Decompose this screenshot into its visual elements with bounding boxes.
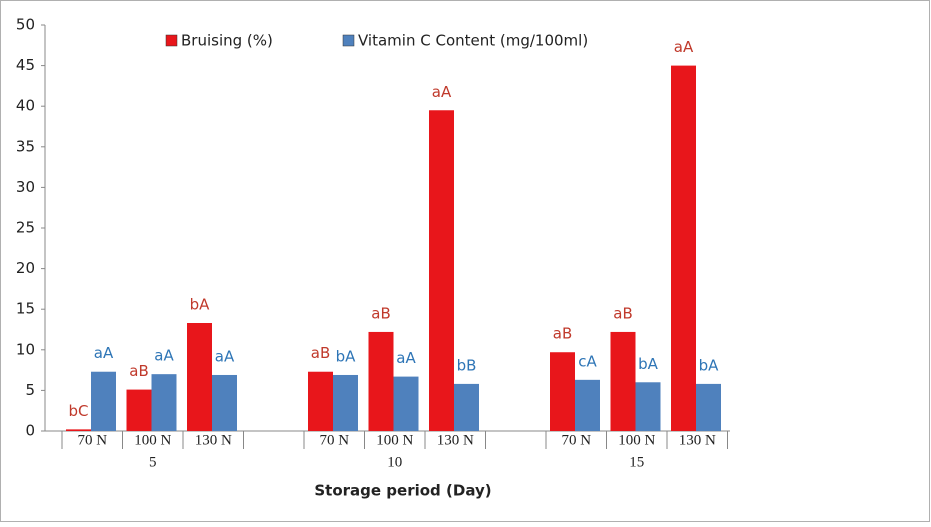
y-tick-label: 45: [16, 56, 35, 74]
x-tick-label: 70 N: [319, 432, 349, 448]
bar: [635, 382, 661, 431]
legend-label: Bruising (%): [181, 32, 273, 50]
bar: [429, 110, 454, 431]
bar: [308, 371, 333, 431]
bar-annotation: aB: [553, 325, 572, 343]
bar-annotation: aB: [371, 304, 390, 322]
y-tick-label: 35: [16, 137, 35, 155]
bar-annotation: cA: [578, 352, 597, 370]
y-tick-label: 15: [16, 300, 35, 318]
bar-annotation: aA: [396, 349, 416, 367]
bar: [454, 383, 479, 431]
bar: [575, 379, 600, 431]
legend-label: Vitamin C Content (mg/100ml): [358, 32, 588, 50]
y-tick-label: 0: [25, 422, 35, 440]
bar-annotation: aB: [613, 304, 632, 322]
bar-annotation: aA: [154, 347, 174, 365]
x-tick-label: 130 N: [679, 432, 716, 448]
bar: [212, 374, 237, 431]
bar: [368, 331, 394, 431]
bar: [671, 65, 696, 431]
bar-annotation: bA: [336, 347, 357, 365]
y-tick-label: 10: [16, 340, 35, 358]
x-tick-label: 70 N: [561, 432, 591, 448]
bar: [151, 374, 177, 431]
x-tick-label: 130 N: [195, 432, 232, 448]
bar: [333, 374, 358, 431]
group-label: 15: [629, 454, 644, 470]
legend-swatch: [165, 34, 178, 47]
y-tick-label: 5: [25, 381, 35, 399]
bar-annotation: bB: [457, 356, 477, 374]
bar: [187, 323, 212, 431]
group-label: 5: [149, 454, 157, 470]
y-tick-label: 25: [16, 219, 35, 237]
x-tick-label: 100 N: [376, 432, 413, 448]
bar: [610, 331, 636, 431]
y-tick-label: 40: [16, 97, 35, 115]
y-tick-label: 50: [16, 16, 35, 34]
x-tick-label: 70 N: [77, 432, 107, 448]
bar-annotation: bC: [69, 402, 89, 420]
bar-annotation: aB: [311, 344, 330, 362]
bar-annotation: bA: [190, 296, 211, 314]
x-axis-title: Storage period (Day): [314, 482, 491, 500]
bar: [696, 383, 721, 431]
bar-annotation: aB: [129, 362, 148, 380]
bar: [393, 376, 419, 431]
group-label: 10: [387, 454, 402, 470]
bar: [550, 352, 575, 431]
bar-annotation: bA: [699, 356, 720, 374]
bar-annotation: bA: [638, 355, 659, 373]
bar-annotation: aA: [432, 83, 452, 101]
bar: [91, 371, 116, 431]
y-tick-label: 30: [16, 178, 35, 196]
x-tick-label: 100 N: [134, 432, 171, 448]
bar: [66, 429, 91, 431]
x-tick-label: 130 N: [437, 432, 474, 448]
bar-annotation: aA: [94, 344, 114, 362]
bar-annotation: aA: [674, 38, 694, 56]
x-tick-label: 100 N: [618, 432, 655, 448]
bar: [126, 389, 152, 431]
y-tick-label: 20: [16, 259, 35, 277]
bar-annotation: aA: [215, 347, 235, 365]
legend-swatch: [342, 34, 355, 47]
